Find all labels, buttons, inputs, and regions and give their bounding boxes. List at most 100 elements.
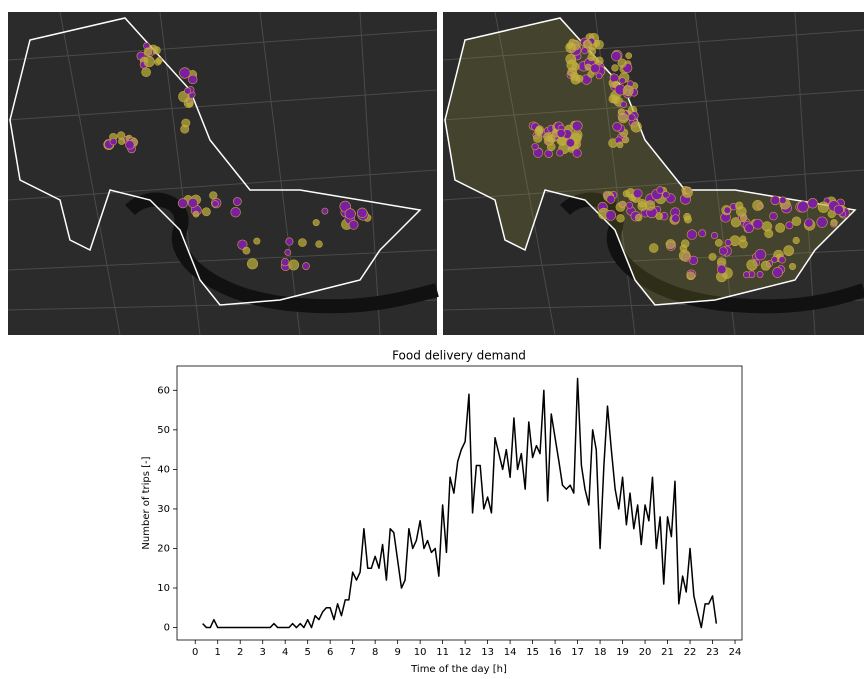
x-tick-label: 7	[349, 647, 355, 658]
map-marker	[744, 223, 754, 233]
map-marker	[611, 64, 619, 72]
map-marker	[237, 239, 248, 250]
y-tick-label: 60	[157, 385, 170, 396]
x-tick-label: 3	[260, 647, 266, 658]
map-marker	[644, 200, 656, 211]
map-marker	[183, 98, 194, 108]
map-marker	[154, 58, 162, 66]
map-marker	[617, 108, 625, 116]
map-marker	[754, 248, 767, 261]
map-marker	[298, 238, 307, 247]
map-marker	[572, 148, 582, 158]
map-marker	[556, 128, 566, 138]
map-marker	[565, 53, 577, 65]
x-tick-label: 8	[372, 647, 378, 658]
map-marker	[184, 87, 192, 95]
map-marker	[756, 271, 764, 278]
x-tick-label: 0	[192, 647, 198, 658]
x-tick-label: 12	[459, 647, 472, 658]
map-marker	[348, 219, 359, 230]
y-tick-label: 20	[157, 543, 170, 554]
plot-frame	[176, 365, 743, 641]
map-marker	[626, 201, 634, 209]
map-marker	[648, 243, 659, 253]
x-tick-label: 17	[571, 647, 584, 658]
map-marker	[617, 58, 627, 68]
map-marker	[230, 207, 241, 218]
x-tick-label: 24	[729, 647, 742, 658]
map-marker	[616, 214, 625, 223]
map-marker	[792, 236, 800, 245]
map-marker	[804, 218, 814, 228]
map-marker	[665, 239, 676, 250]
map-marker	[739, 235, 747, 243]
x-tick-label: 6	[327, 647, 333, 658]
x-tick-label: 14	[504, 647, 517, 658]
map-marker	[253, 237, 261, 245]
y-tick-label: 40	[157, 464, 170, 475]
map-marker	[770, 195, 780, 206]
map-marker	[181, 118, 191, 128]
map-marker	[109, 138, 117, 146]
map-marker	[179, 67, 191, 79]
x-tick-label: 18	[594, 647, 607, 658]
map-marker	[678, 249, 691, 262]
x-tick-label: 16	[549, 647, 562, 658]
x-tick-label: 2	[237, 647, 243, 658]
map-marker	[570, 74, 581, 85]
map-left	[7, 11, 439, 336]
x-tick-label: 1	[215, 647, 221, 658]
map-marker	[209, 191, 218, 200]
map-marker	[344, 208, 356, 220]
map-marker	[622, 85, 634, 97]
map-marker	[288, 259, 300, 271]
map-marker	[760, 260, 771, 271]
map-marker	[321, 207, 329, 215]
map-marker	[280, 258, 290, 267]
area-outline	[9, 17, 422, 306]
map-marker	[587, 53, 596, 62]
map-marker	[565, 41, 577, 54]
map-marker	[730, 217, 742, 228]
map-marker	[791, 216, 802, 227]
map-marker	[246, 258, 259, 270]
x-tick-label: 4	[282, 647, 288, 658]
x-tick-label: 22	[684, 647, 697, 658]
y-tick-label: 10	[157, 583, 170, 594]
map-marker	[616, 141, 624, 149]
map-marker	[797, 200, 809, 213]
map-marker	[242, 246, 251, 255]
map-marker	[625, 52, 633, 60]
map-marker	[622, 190, 630, 198]
map-marker	[201, 207, 211, 217]
map-marker	[746, 259, 758, 271]
river	[125, 192, 439, 314]
map-marker	[655, 212, 664, 221]
map-marker	[686, 229, 698, 240]
x-tick-label: 13	[481, 647, 494, 658]
map-marker	[724, 239, 732, 247]
map-roads	[442, 11, 864, 336]
x-tick-label: 23	[706, 647, 719, 658]
map-marker	[284, 249, 292, 256]
x-tick-label: 5	[304, 647, 310, 658]
map-marker	[565, 138, 575, 148]
map-marker	[192, 210, 200, 218]
map-marker	[595, 72, 603, 80]
map-marker	[761, 221, 773, 232]
map-marker	[143, 47, 153, 56]
x-tick-label: 20	[639, 647, 652, 658]
map-marker	[716, 264, 727, 275]
map-marker	[302, 262, 310, 270]
map-marker	[571, 120, 583, 132]
map-marker	[723, 206, 732, 214]
map-right	[442, 11, 864, 336]
map-marker	[595, 56, 604, 66]
map-marker	[605, 210, 617, 221]
map-marker	[783, 245, 795, 257]
x-tick-label: 11	[436, 647, 449, 658]
map-marker	[752, 218, 764, 230]
map-marker	[698, 229, 707, 238]
map-marker	[232, 197, 242, 206]
